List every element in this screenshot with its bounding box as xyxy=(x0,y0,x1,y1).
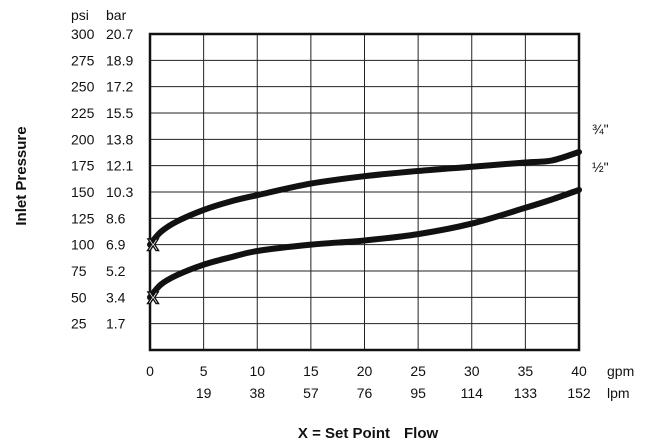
y-tick-label-bar: 15.5 xyxy=(106,105,133,121)
x-tick-label-lpm: 19 xyxy=(196,385,212,401)
x-tick-label-gpm: 25 xyxy=(410,363,426,379)
x-axis-title: Flow xyxy=(404,425,438,442)
x-tick-label-gpm: 5 xyxy=(200,363,208,379)
x-tick-label-gpm: 35 xyxy=(518,363,534,379)
y-tick-label-psi: 100 xyxy=(71,237,95,253)
x-tick-label-lpm: 133 xyxy=(514,385,538,401)
y-tick-label-psi: 300 xyxy=(71,26,95,42)
set-point-marker: X xyxy=(147,236,159,255)
y-tick-label-psi: 250 xyxy=(71,79,95,95)
y-axis-title: Inlet Pressure xyxy=(13,126,30,225)
y-tick-label-bar: 18.9 xyxy=(106,52,133,68)
series-line-1 xyxy=(147,186,582,301)
x-tick-label-gpm: 15 xyxy=(303,363,319,379)
x-tick-label-lpm: 95 xyxy=(410,385,426,401)
x-tick-label-lpm: 38 xyxy=(249,385,265,401)
y-tick-label-bar: 8.6 xyxy=(106,210,126,226)
y-tick-label-bar: 5.2 xyxy=(106,263,126,279)
y-tick-label-bar: 3.4 xyxy=(106,289,126,305)
y-tick-label-psi: 175 xyxy=(71,158,95,174)
set-point-marker: X xyxy=(147,288,159,307)
x-tick-label-lpm: 57 xyxy=(303,385,319,401)
series-label-0: ¾" xyxy=(592,121,609,137)
series-label-1: ½" xyxy=(592,159,609,175)
y-tick-label-psi: 225 xyxy=(71,105,95,121)
chart-series-layer: X ¾" X ½" xyxy=(147,121,609,308)
x-tick-label-lpm: 114 xyxy=(461,385,484,401)
y-tick-label-bar: 13.8 xyxy=(106,131,133,147)
x-tick-label-lpm: 152 xyxy=(567,385,591,401)
set-point-legend: X = Set Point xyxy=(298,425,390,442)
x-unit-primary: gpm xyxy=(607,363,634,379)
x-tick-label-gpm: 20 xyxy=(357,363,373,379)
y-tick-label-bar: 6.9 xyxy=(106,237,126,253)
series-line-0 xyxy=(147,148,582,248)
y-tick-label-bar: 1.7 xyxy=(106,316,126,332)
y-tick-label-bar: 20.7 xyxy=(106,26,133,42)
y-tick-label-bar: 12.1 xyxy=(106,158,133,174)
x-tick-label-gpm: 40 xyxy=(571,363,587,379)
y-tick-label-bar: 10.3 xyxy=(106,184,133,200)
y-unit-primary: psi xyxy=(71,7,89,23)
x-tick-label-gpm: 10 xyxy=(249,363,265,379)
x-tick-label-gpm: 0 xyxy=(146,363,154,379)
x-tick-label-lpm: 76 xyxy=(357,385,373,401)
y-tick-label-psi: 25 xyxy=(71,316,87,332)
y-tick-label-psi: 200 xyxy=(71,131,95,147)
x-tick-label-gpm: 30 xyxy=(464,363,480,379)
chart-grid xyxy=(150,34,579,350)
y-tick-label-psi: 125 xyxy=(71,210,95,226)
y-tick-label-psi: 150 xyxy=(71,184,95,200)
y-tick-label-psi: 275 xyxy=(71,52,95,68)
y-tick-label-bar: 17.2 xyxy=(106,79,133,95)
x-unit-secondary: lpm xyxy=(607,385,630,401)
y-unit-secondary: bar xyxy=(106,7,127,23)
y-tick-label-psi: 50 xyxy=(71,289,87,305)
y-tick-label-psi: 75 xyxy=(71,263,87,279)
